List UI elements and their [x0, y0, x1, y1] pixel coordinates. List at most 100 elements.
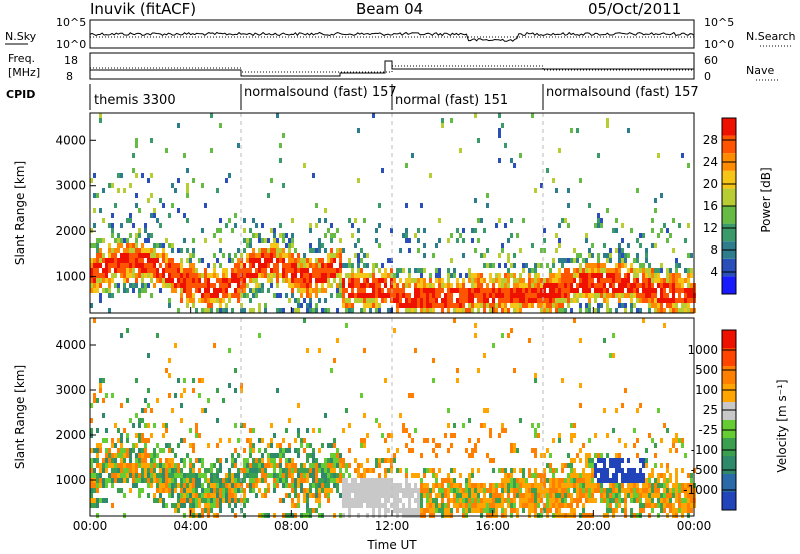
heatmap-cell	[438, 218, 441, 223]
heatmap-cell	[300, 483, 303, 488]
heatmap-cell	[519, 503, 522, 508]
heatmap-cell	[234, 223, 237, 228]
heatmap-cell	[438, 483, 441, 488]
heatmap-cell	[510, 508, 513, 513]
heatmap-cell	[471, 483, 474, 488]
heatmap-cell	[396, 493, 399, 498]
heatmap-cell	[219, 503, 222, 508]
heatmap-cell	[204, 408, 207, 413]
heatmap-cell	[342, 463, 345, 468]
heatmap-cell	[591, 473, 594, 478]
heatmap-cell	[501, 298, 504, 303]
heatmap-cell	[570, 128, 573, 133]
heatmap-cell	[399, 498, 402, 503]
heatmap-cell	[477, 308, 480, 313]
heatmap-cell	[537, 263, 540, 268]
heatmap-cell	[138, 248, 141, 253]
heatmap-cell	[327, 488, 330, 493]
heatmap-cell	[651, 493, 654, 498]
heatmap-cell	[507, 488, 510, 493]
heatmap-cell	[552, 298, 555, 303]
heatmap-cell	[300, 273, 303, 278]
heatmap-cell	[426, 303, 429, 308]
heatmap-cell	[210, 303, 213, 308]
heatmap-cell	[300, 438, 303, 443]
heatmap-cell	[471, 238, 474, 243]
heatmap-cell	[276, 478, 279, 483]
heatmap-cell	[198, 493, 201, 498]
heatmap-cell	[162, 483, 165, 488]
heatmap-cell	[183, 463, 186, 468]
heatmap-cell	[657, 298, 660, 303]
heatmap-cell	[183, 493, 186, 498]
heatmap-cell	[129, 213, 132, 218]
heatmap-cell	[387, 448, 390, 453]
heatmap-cell	[132, 248, 135, 253]
heatmap-cell	[675, 448, 678, 453]
heatmap-cell	[648, 273, 651, 278]
heatmap-cell	[288, 468, 291, 473]
heatmap-cell	[579, 448, 582, 453]
heatmap-cell	[126, 453, 129, 458]
heatmap-cell	[321, 488, 324, 493]
heatmap-cell	[603, 253, 606, 258]
heatmap-cell	[228, 293, 231, 298]
heatmap-cell	[303, 468, 306, 473]
heatmap-cell	[567, 478, 570, 483]
heatmap-cell	[687, 293, 690, 298]
heatmap-cell	[180, 248, 183, 253]
heatmap-cell	[354, 298, 357, 303]
heatmap-cell	[300, 283, 303, 288]
heatmap-cell	[432, 448, 435, 453]
heatmap-cell	[630, 293, 633, 298]
heatmap-cell	[141, 278, 144, 283]
heatmap-cell	[381, 493, 384, 498]
heatmap-cell	[408, 298, 411, 303]
heatmap-cell	[102, 458, 105, 463]
heatmap-cell	[384, 478, 387, 483]
heatmap-cell	[261, 268, 264, 273]
heatmap-cell	[510, 328, 513, 333]
heatmap-cell	[420, 203, 423, 208]
heatmap-cell	[294, 488, 297, 493]
heatmap-cell	[249, 268, 252, 273]
heatmap-cell	[510, 448, 513, 453]
heatmap-cell	[459, 288, 462, 293]
heatmap-cell	[111, 453, 114, 458]
heatmap-cell	[285, 473, 288, 478]
heatmap-cell	[660, 508, 663, 513]
heatmap-cell	[159, 273, 162, 278]
heatmap-cell	[447, 238, 450, 243]
heatmap-cell	[282, 248, 285, 253]
heatmap-cell	[333, 473, 336, 478]
heatmap-cell	[531, 298, 534, 303]
heatmap-cell	[648, 498, 651, 503]
heatmap-cell	[198, 473, 201, 478]
heatmap-cell	[579, 273, 582, 278]
heatmap-cell	[567, 283, 570, 288]
heatmap-cell	[585, 233, 588, 238]
heatmap-cell	[222, 488, 225, 493]
heatmap-cell	[306, 258, 309, 263]
heatmap-cell	[216, 188, 219, 193]
heatmap-cell	[666, 298, 669, 303]
heatmap-cell	[513, 278, 516, 283]
heatmap-cell	[345, 408, 348, 413]
heatmap-cell	[648, 268, 651, 273]
heatmap-cell	[489, 293, 492, 298]
heatmap-cell	[303, 498, 306, 503]
heatmap-cell	[213, 343, 216, 348]
heatmap-cell	[441, 123, 444, 128]
heatmap-cell	[231, 308, 234, 313]
heatmap-cell	[204, 488, 207, 493]
heatmap-cell	[423, 293, 426, 298]
heatmap-cell	[237, 453, 240, 458]
heatmap-cell	[291, 273, 294, 278]
heatmap-cell	[636, 498, 639, 503]
heatmap-cell	[480, 273, 483, 278]
heatmap-cell	[351, 503, 354, 508]
heatmap-cell	[624, 253, 627, 258]
heatmap-cell	[279, 158, 282, 163]
heatmap-cell	[282, 278, 285, 283]
